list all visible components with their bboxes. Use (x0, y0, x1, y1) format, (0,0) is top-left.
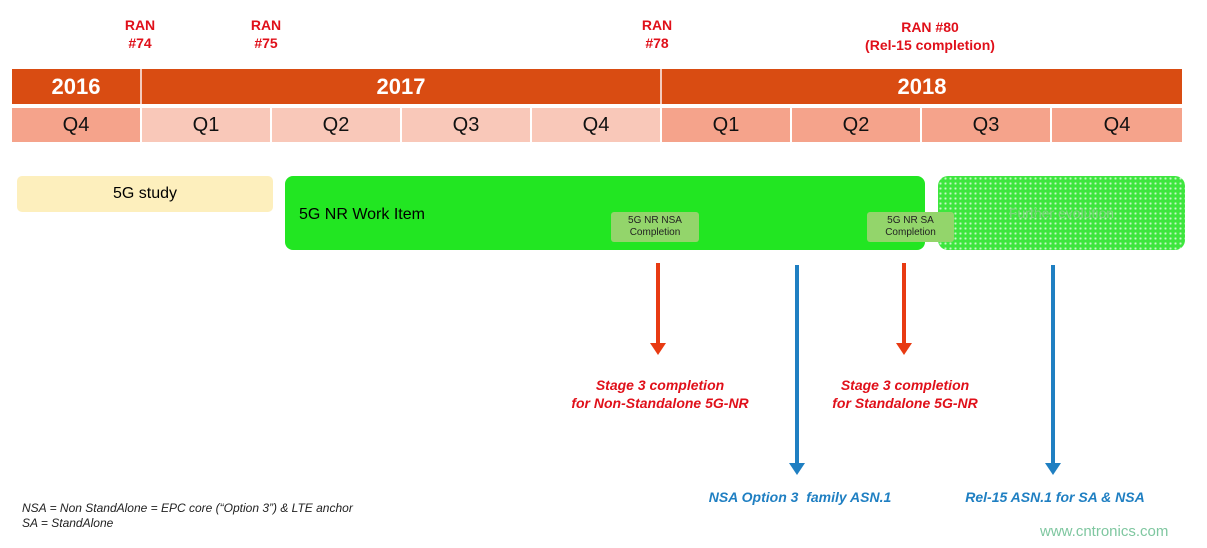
ran-number: #74 (128, 35, 152, 51)
label-line: Stage 3 completion (595, 377, 725, 393)
year-2016: 2016 (12, 69, 142, 104)
badge-line: 5G NR NSA (628, 215, 682, 226)
quarter: Q2 (272, 108, 402, 142)
ran-number: #75 (254, 35, 278, 51)
work-item-bar: 5G NR Work Item (285, 176, 925, 250)
footnote: NSA = Non StandAlone = EPC core (“Option… (22, 501, 353, 531)
ran-74: RAN #74 (110, 16, 170, 52)
ran-number: (Rel-15 completion) (865, 37, 995, 53)
nsa-completion-badge: 5G NR NSA Completion (611, 212, 699, 242)
badge-line: 5G NR SA (887, 215, 934, 226)
quarter: Q1 (662, 108, 792, 142)
badge-line: Completion (629, 227, 681, 238)
quarter: Q2 (792, 108, 922, 142)
ran-label: RAN (641, 17, 673, 33)
year-2017: 2017 (142, 69, 662, 104)
badge-line: Completion (885, 227, 936, 238)
nsa-asn1-label: NSA Option 3 family ASN.1 (708, 489, 892, 505)
quarter: Q1 (142, 108, 272, 142)
further-evolution-bar: Further evolution (938, 176, 1185, 250)
watermark: www.cntronics.com (1040, 523, 1169, 540)
ran-label: RAN #80 (901, 19, 959, 35)
arrow-down-icon (1045, 265, 1061, 475)
quarter: Q4 (1052, 108, 1182, 142)
label-line: for Non-Standalone 5G-NR (571, 395, 749, 411)
ran-label: RAN (250, 17, 282, 33)
quarter: Q3 (922, 108, 1052, 142)
5g-study-bar: 5G study (17, 176, 273, 212)
arrow-down-icon (896, 263, 912, 355)
footnote-line: SA = StandAlone (22, 516, 114, 530)
ran-75: RAN #75 (236, 16, 296, 52)
quarter: Q4 (532, 108, 662, 142)
quarter: Q3 (402, 108, 532, 142)
arrow-down-icon (650, 263, 666, 355)
ran-78: RAN #78 (627, 16, 687, 52)
year-2018: 2018 (662, 69, 1182, 104)
ran-number: #78 (645, 35, 669, 51)
ran-80: RAN #80 (Rel-15 completion) (840, 18, 1020, 54)
rel15-asn1-label: Rel-15 ASN.1 for SA & NSA (965, 489, 1145, 505)
quarter: Q4 (12, 108, 142, 142)
sa-completion-badge: 5G NR SA Completion (867, 212, 954, 242)
label-line: Stage 3 completion (840, 377, 970, 393)
ran-label: RAN (124, 17, 156, 33)
arrow-down-icon (789, 265, 805, 475)
nsa-stage3-label: Stage 3 completion for Non-Standalone 5G-… (540, 376, 780, 412)
sa-stage3-label: Stage 3 completion for Standalone 5G-NR (790, 376, 1020, 412)
footnote-line: NSA = Non StandAlone = EPC core (“Option… (22, 501, 353, 515)
label-line: for Standalone 5G-NR (832, 395, 978, 411)
